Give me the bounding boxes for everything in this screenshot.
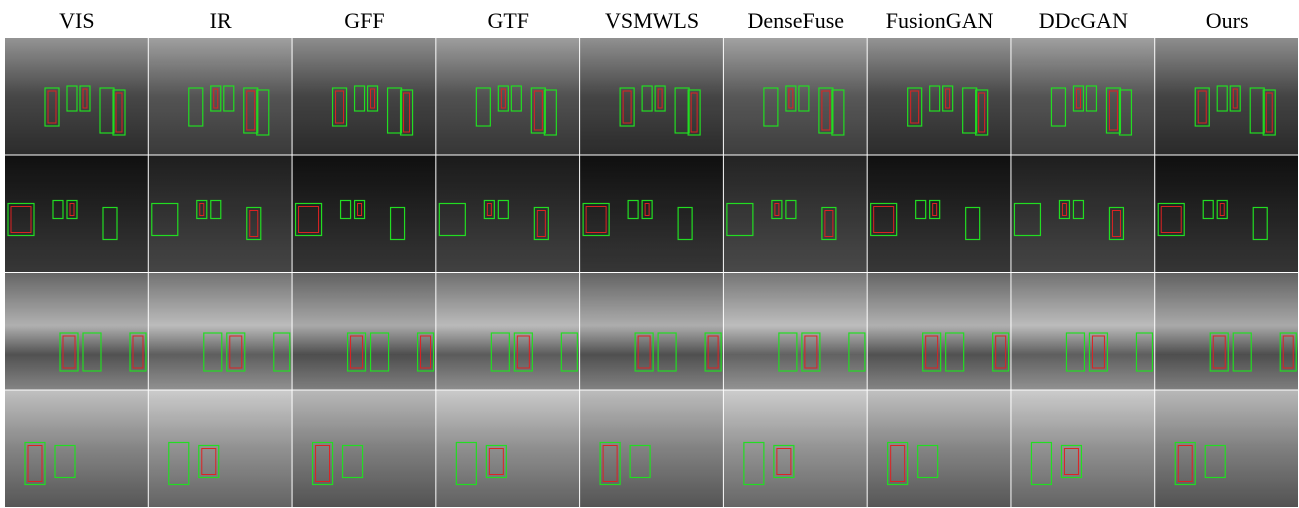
image-tint — [724, 156, 867, 273]
image-tint — [580, 273, 723, 390]
image-tint — [1011, 391, 1154, 508]
column-header: VIS — [5, 0, 149, 38]
image-tint — [293, 391, 436, 508]
figure: VISIRGFFGTFVSMWLSDenseFuseFusionGANDDcGA… — [0, 0, 1299, 508]
image-tint — [868, 391, 1011, 508]
image-tint — [1011, 38, 1154, 155]
image-grid — [5, 38, 1299, 508]
column-header: VSMWLS — [580, 0, 724, 38]
image-tint — [293, 38, 436, 155]
image-tint — [724, 38, 867, 155]
image-tint — [1155, 38, 1298, 155]
image-tint — [293, 156, 436, 273]
column-header: Ours — [1155, 0, 1299, 38]
image-tint — [868, 38, 1011, 155]
column-header: GFF — [293, 0, 437, 38]
image-tint — [1155, 273, 1298, 390]
image-tint — [724, 273, 867, 390]
image-tint — [436, 156, 579, 273]
image-tint — [5, 273, 148, 390]
image-tint — [580, 156, 723, 273]
image-tint — [1155, 156, 1298, 273]
column-header: GTF — [436, 0, 580, 38]
image-tint — [293, 273, 436, 390]
image-tint — [436, 273, 579, 390]
column-header: IR — [149, 0, 293, 38]
image-tint — [149, 38, 292, 155]
image-tint — [436, 391, 579, 508]
column-header: FusionGAN — [868, 0, 1012, 38]
image-tint — [1011, 156, 1154, 273]
image-tint — [1155, 391, 1298, 508]
image-tint — [1011, 273, 1154, 390]
column-header: DDcGAN — [1011, 0, 1155, 38]
image-tint — [5, 38, 148, 155]
image-tint — [580, 38, 723, 155]
image-tint — [436, 38, 579, 155]
column-header: DenseFuse — [724, 0, 868, 38]
image-tint — [724, 391, 867, 508]
image-tint — [149, 156, 292, 273]
image-tint — [5, 391, 148, 508]
image-tint — [868, 273, 1011, 390]
image-tint — [5, 156, 148, 273]
image-tint — [149, 391, 292, 508]
image-tint — [149, 273, 292, 390]
image-tint — [868, 156, 1011, 273]
column-headers: VISIRGFFGTFVSMWLSDenseFuseFusionGANDDcGA… — [5, 0, 1299, 38]
image-tint — [580, 391, 723, 508]
